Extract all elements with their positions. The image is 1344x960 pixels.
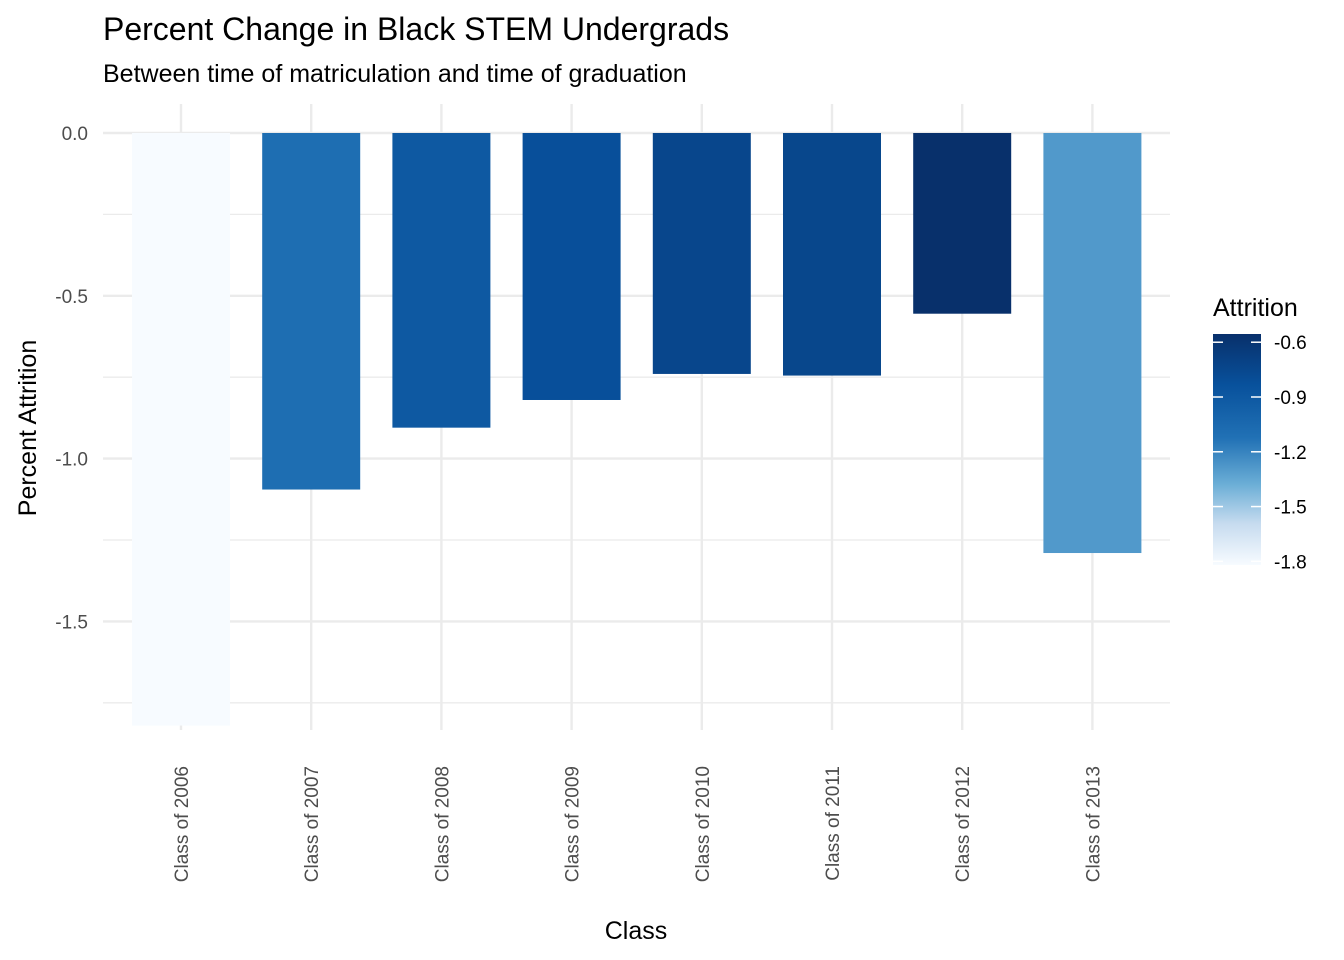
- legend-tick-label: -1.2: [1274, 443, 1307, 464]
- y-axis-ticks: 0.0 -0.5 -1.0 -1.5: [55, 124, 88, 633]
- legend-tick-label: -1.8: [1274, 552, 1307, 573]
- bar-class-of-2010: [652, 133, 751, 374]
- y-tick-label: -1.0: [55, 450, 88, 471]
- y-tick-label: 0.0: [62, 124, 88, 145]
- bar-class-of-2007: [262, 133, 361, 490]
- legend: Attrition -0.6 -0.9 -1.2 -1.5 -1.8: [1213, 294, 1307, 573]
- chart-title: Percent Change in Black STEM Undergrads: [103, 11, 729, 47]
- x-tick-label: Class of 2010: [693, 766, 714, 882]
- bar-class-of-2013: [1043, 133, 1142, 554]
- bar-class-of-2011: [783, 133, 881, 376]
- bar-class-of-2012: [913, 133, 1012, 314]
- bar-class-of-2008: [392, 133, 491, 428]
- legend-tick-label: -1.5: [1274, 498, 1307, 519]
- legend-colorbar: [1213, 334, 1261, 565]
- bar-class-of-2006: [132, 133, 230, 726]
- bars-layer: [132, 133, 1142, 726]
- x-axis-ticks: Class of 2006 Class of 2007 Class of 2008 C…: [172, 766, 1104, 882]
- chart-subtitle: Between time of matriculation and time o…: [103, 60, 687, 88]
- x-tick-label: Class of 2006: [172, 766, 193, 882]
- x-axis-title: Class: [605, 917, 668, 945]
- x-tick-label: Class of 2012: [953, 766, 974, 882]
- legend-title: Attrition: [1213, 294, 1298, 322]
- legend-tick-label: -0.9: [1274, 388, 1307, 409]
- y-axis-title: Percent Attrition: [14, 340, 42, 516]
- x-tick-label: Class of 2007: [302, 766, 323, 882]
- bar-class-of-2009: [522, 133, 621, 400]
- x-tick-label: Class of 2008: [432, 766, 453, 882]
- legend-ticks: -0.6 -0.9 -1.2 -1.5 -1.8: [1213, 333, 1307, 573]
- x-tick-label: Class of 2009: [563, 766, 584, 882]
- y-tick-label: -0.5: [55, 287, 88, 308]
- x-tick-label: Class of 2011: [823, 766, 844, 881]
- legend-tick-label: -0.6: [1274, 333, 1307, 354]
- x-tick-label: Class of 2013: [1083, 766, 1104, 882]
- y-tick-label: -1.5: [55, 612, 88, 633]
